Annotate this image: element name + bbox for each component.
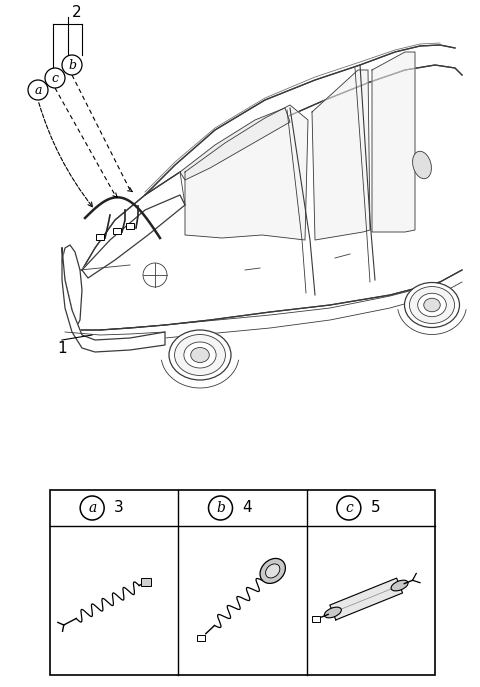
FancyBboxPatch shape bbox=[197, 635, 205, 641]
FancyBboxPatch shape bbox=[312, 616, 320, 622]
Polygon shape bbox=[312, 70, 370, 240]
Polygon shape bbox=[330, 578, 403, 620]
Polygon shape bbox=[372, 52, 415, 232]
Text: c: c bbox=[345, 501, 353, 515]
Text: 1: 1 bbox=[57, 341, 67, 355]
Ellipse shape bbox=[413, 151, 432, 179]
Polygon shape bbox=[62, 245, 82, 330]
Ellipse shape bbox=[265, 564, 280, 578]
FancyBboxPatch shape bbox=[96, 234, 104, 240]
Polygon shape bbox=[82, 195, 185, 278]
FancyBboxPatch shape bbox=[50, 490, 435, 675]
Text: a: a bbox=[34, 84, 42, 96]
Polygon shape bbox=[185, 105, 308, 240]
Text: b: b bbox=[68, 58, 76, 71]
Circle shape bbox=[337, 496, 361, 520]
Ellipse shape bbox=[260, 559, 286, 583]
Circle shape bbox=[80, 496, 104, 520]
FancyBboxPatch shape bbox=[113, 228, 121, 234]
FancyBboxPatch shape bbox=[141, 578, 151, 586]
Ellipse shape bbox=[391, 580, 408, 591]
Ellipse shape bbox=[324, 607, 341, 618]
Ellipse shape bbox=[424, 298, 440, 312]
Polygon shape bbox=[62, 248, 165, 352]
Ellipse shape bbox=[409, 286, 455, 324]
Ellipse shape bbox=[418, 293, 446, 317]
Polygon shape bbox=[75, 65, 462, 330]
Ellipse shape bbox=[169, 330, 231, 380]
Text: a: a bbox=[88, 501, 96, 515]
Text: c: c bbox=[51, 71, 59, 85]
Text: 3: 3 bbox=[114, 501, 124, 515]
Text: b: b bbox=[216, 501, 225, 515]
Circle shape bbox=[208, 496, 232, 520]
Ellipse shape bbox=[184, 342, 216, 368]
Ellipse shape bbox=[175, 335, 226, 376]
Ellipse shape bbox=[405, 282, 459, 328]
FancyBboxPatch shape bbox=[126, 223, 134, 229]
Ellipse shape bbox=[191, 348, 209, 363]
Text: 2: 2 bbox=[72, 5, 82, 19]
Text: 5: 5 bbox=[371, 501, 381, 515]
Circle shape bbox=[62, 55, 82, 75]
Circle shape bbox=[28, 80, 48, 100]
Circle shape bbox=[45, 68, 65, 88]
Polygon shape bbox=[180, 108, 290, 180]
Text: 4: 4 bbox=[243, 501, 252, 515]
